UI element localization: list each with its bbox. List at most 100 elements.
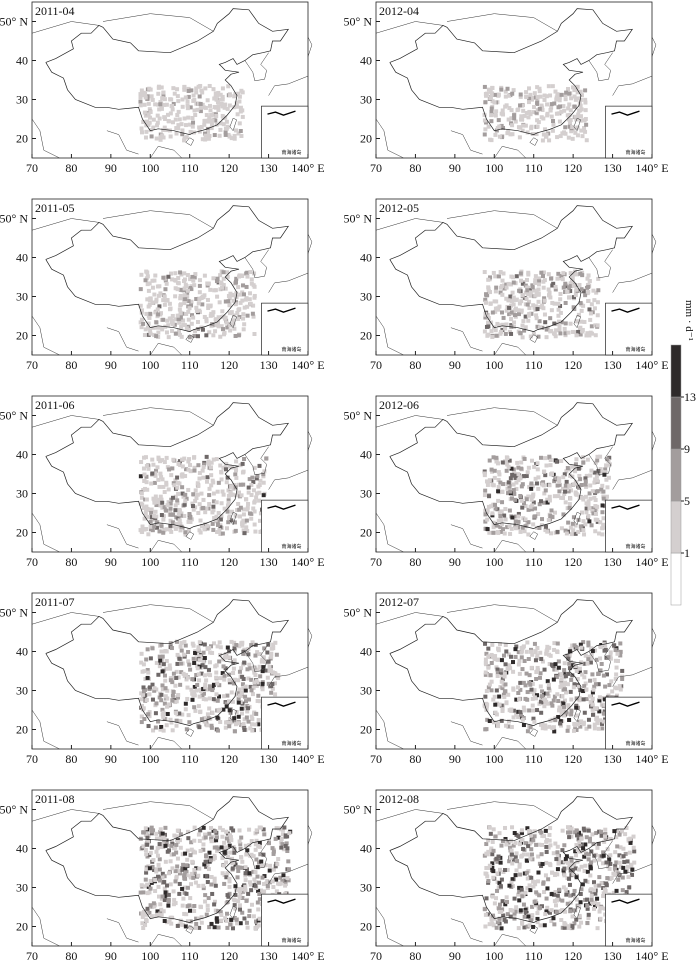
rain-cell (239, 133, 244, 138)
rain-cell (175, 923, 180, 928)
rain-cell (148, 311, 153, 316)
rain-cell (498, 529, 503, 534)
rain-cell (178, 845, 183, 850)
rain-cell (592, 853, 597, 858)
border-line (150, 934, 182, 947)
rain-cell (225, 855, 230, 860)
rain-cell (486, 654, 491, 659)
rain-cell (209, 113, 214, 118)
inset-label: 南海诸岛 (281, 740, 301, 747)
rain-cell (531, 331, 536, 336)
rain-cell (537, 279, 542, 284)
rain-cell (237, 691, 242, 696)
rain-cell (511, 467, 516, 472)
x-tick-label: 140° E (291, 358, 324, 372)
rain-cell (507, 106, 512, 111)
rain-cell (142, 717, 147, 722)
rain-cell (265, 884, 270, 889)
rain-cell (185, 919, 190, 924)
rain-cell (156, 477, 161, 482)
rain-cell (553, 903, 558, 908)
rain-cell (484, 689, 489, 694)
rain-cell (193, 272, 198, 277)
rain-cell (557, 276, 562, 281)
rain-cell (171, 846, 176, 851)
rain-cell (165, 298, 170, 303)
rain-cell (138, 890, 143, 895)
rain-cell (224, 829, 229, 834)
rain-cell (276, 857, 281, 862)
rain-cell (577, 924, 582, 929)
rain-cell (143, 677, 148, 682)
rain-cell (518, 103, 523, 108)
rain-cell (214, 279, 219, 284)
rain-cell (185, 829, 190, 834)
rain-cell (509, 274, 514, 279)
border-line (185, 925, 195, 934)
rain-cell (530, 857, 535, 862)
rain-cell (519, 854, 524, 859)
rain-cell (595, 504, 600, 509)
rain-cell (530, 484, 535, 489)
rain-cell (181, 318, 186, 323)
rain-cell (519, 299, 524, 304)
rain-cell (511, 843, 516, 848)
rain-cell (192, 661, 197, 666)
rain-cell (590, 331, 595, 336)
rain-cell (595, 478, 600, 483)
rain-cell (583, 878, 588, 883)
rain-cell (201, 825, 206, 830)
rain-cell (572, 482, 577, 487)
rain-cell (172, 897, 177, 902)
rain-cell (153, 725, 158, 730)
border-line (31, 906, 60, 947)
border-line (106, 327, 139, 352)
inset-label: 南海诸岛 (625, 937, 645, 944)
rain-cell (560, 898, 565, 903)
rain-cell (245, 528, 250, 533)
rain-cell (485, 312, 490, 317)
rain-cell (595, 300, 600, 305)
rain-cell (568, 284, 573, 289)
rain-cell (147, 890, 152, 895)
rain-cell (571, 305, 576, 310)
rain-cell (197, 640, 202, 645)
rain-cell (578, 843, 583, 848)
x-tick-label: 90 (105, 752, 117, 766)
rain-cell (176, 693, 181, 698)
rain-cell (501, 283, 506, 288)
rain-cell (608, 837, 613, 842)
rain-cell (185, 857, 190, 862)
rain-cell (223, 652, 228, 657)
rain-cell (144, 129, 149, 134)
rain-cell (537, 861, 542, 866)
rain-cell (571, 515, 576, 520)
rain-cell (541, 306, 546, 311)
rain-cell (617, 853, 622, 858)
rain-cell (528, 290, 533, 295)
rain-cell (269, 690, 274, 695)
rain-cell (600, 721, 605, 726)
rain-cell (196, 510, 201, 515)
border-line (229, 708, 237, 723)
y-tick-label: 50° N (344, 409, 373, 423)
rain-cell (229, 838, 234, 843)
rain-cell (517, 671, 522, 676)
rain-cell (533, 278, 538, 283)
border-line (307, 233, 313, 254)
rain-cell (224, 836, 229, 841)
rain-cell (180, 886, 185, 891)
rain-cell (565, 87, 570, 92)
rain-cell (483, 661, 488, 666)
rain-cell (262, 889, 267, 894)
rain-cell (491, 697, 496, 702)
rain-cell (251, 914, 256, 919)
panel-label: 2011-05 (35, 201, 75, 215)
rain-cell (147, 866, 152, 871)
rain-cell (529, 486, 534, 491)
rain-cell (543, 320, 548, 325)
rain-cell (568, 321, 573, 326)
rain-cell (494, 455, 499, 460)
rain-cell (570, 464, 575, 469)
rain-cell (613, 850, 618, 855)
